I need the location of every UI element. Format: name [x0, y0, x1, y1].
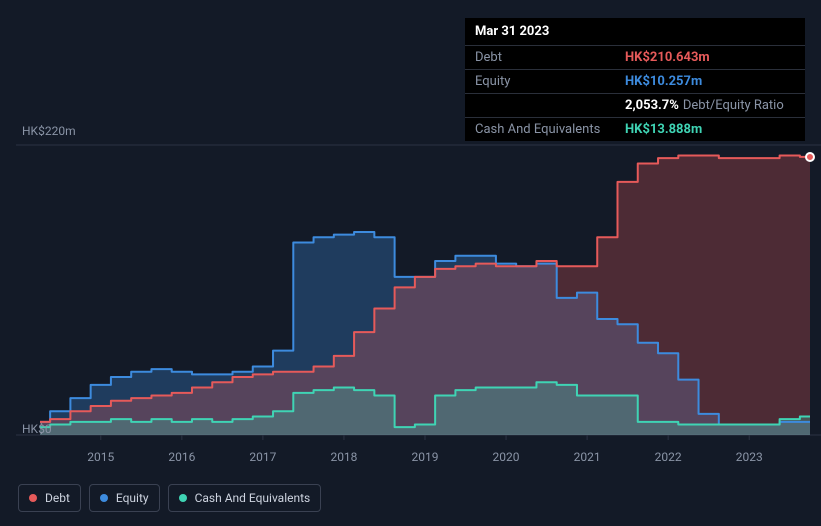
legend-item-debt[interactable]: Debt — [18, 484, 81, 512]
legend-dot-equity — [100, 494, 108, 502]
x-axis-label: 2021 — [574, 450, 601, 464]
y-axis-label: HK$0 — [22, 422, 52, 436]
tooltip-value: 2,053.7%Debt/Equity Ratio — [625, 98, 784, 113]
tooltip-row: DebtHK$210.643m — [465, 46, 805, 70]
x-axis-label: 2016 — [168, 450, 195, 464]
x-axis: 2015 2016 2017 2018 2019 2020 2021 2022 2023 — [40, 450, 810, 470]
y-axis-label: HK$220m — [22, 124, 76, 138]
x-axis-label: 2020 — [493, 450, 520, 464]
x-axis-label: 2017 — [249, 450, 276, 464]
x-axis-label: 2015 — [87, 450, 114, 464]
legend-label: Debt — [45, 491, 70, 505]
legend: Debt Equity Cash And Equivalents — [18, 484, 321, 512]
legend-item-equity[interactable]: Equity — [89, 484, 160, 512]
tooltip-row: EquityHK$10.257m — [465, 70, 805, 94]
chart-tooltip: Mar 31 2023 DebtHK$210.643mEquityHK$10.2… — [465, 18, 805, 141]
tooltip-value: HK$10.257m — [625, 74, 702, 89]
chart-marker — [805, 152, 815, 162]
legend-item-cash[interactable]: Cash And Equivalents — [168, 484, 322, 512]
legend-label: Equity — [116, 491, 149, 505]
tooltip-sub: Debt/Equity Ratio — [683, 98, 784, 113]
legend-label: Cash And Equivalents — [195, 491, 311, 505]
tooltip-row: Cash And EquivalentsHK$13.888m — [465, 118, 805, 141]
x-axis-label: 2019 — [412, 450, 439, 464]
tooltip-label: Cash And Equivalents — [475, 122, 625, 137]
tooltip-label: Debt — [475, 50, 625, 65]
tooltip-label — [475, 98, 625, 113]
tooltip-value: HK$13.888m — [625, 122, 702, 137]
legend-dot-debt — [29, 494, 37, 502]
tooltip-label: Equity — [475, 74, 625, 89]
tooltip-row: 2,053.7%Debt/Equity Ratio — [465, 94, 805, 118]
legend-dot-cash — [179, 494, 187, 502]
tooltip-date: Mar 31 2023 — [465, 18, 805, 46]
x-axis-label: 2022 — [655, 450, 682, 464]
x-axis-label: 2018 — [330, 450, 357, 464]
x-axis-label: 2023 — [736, 450, 763, 464]
tooltip-value: HK$210.643m — [625, 50, 710, 65]
